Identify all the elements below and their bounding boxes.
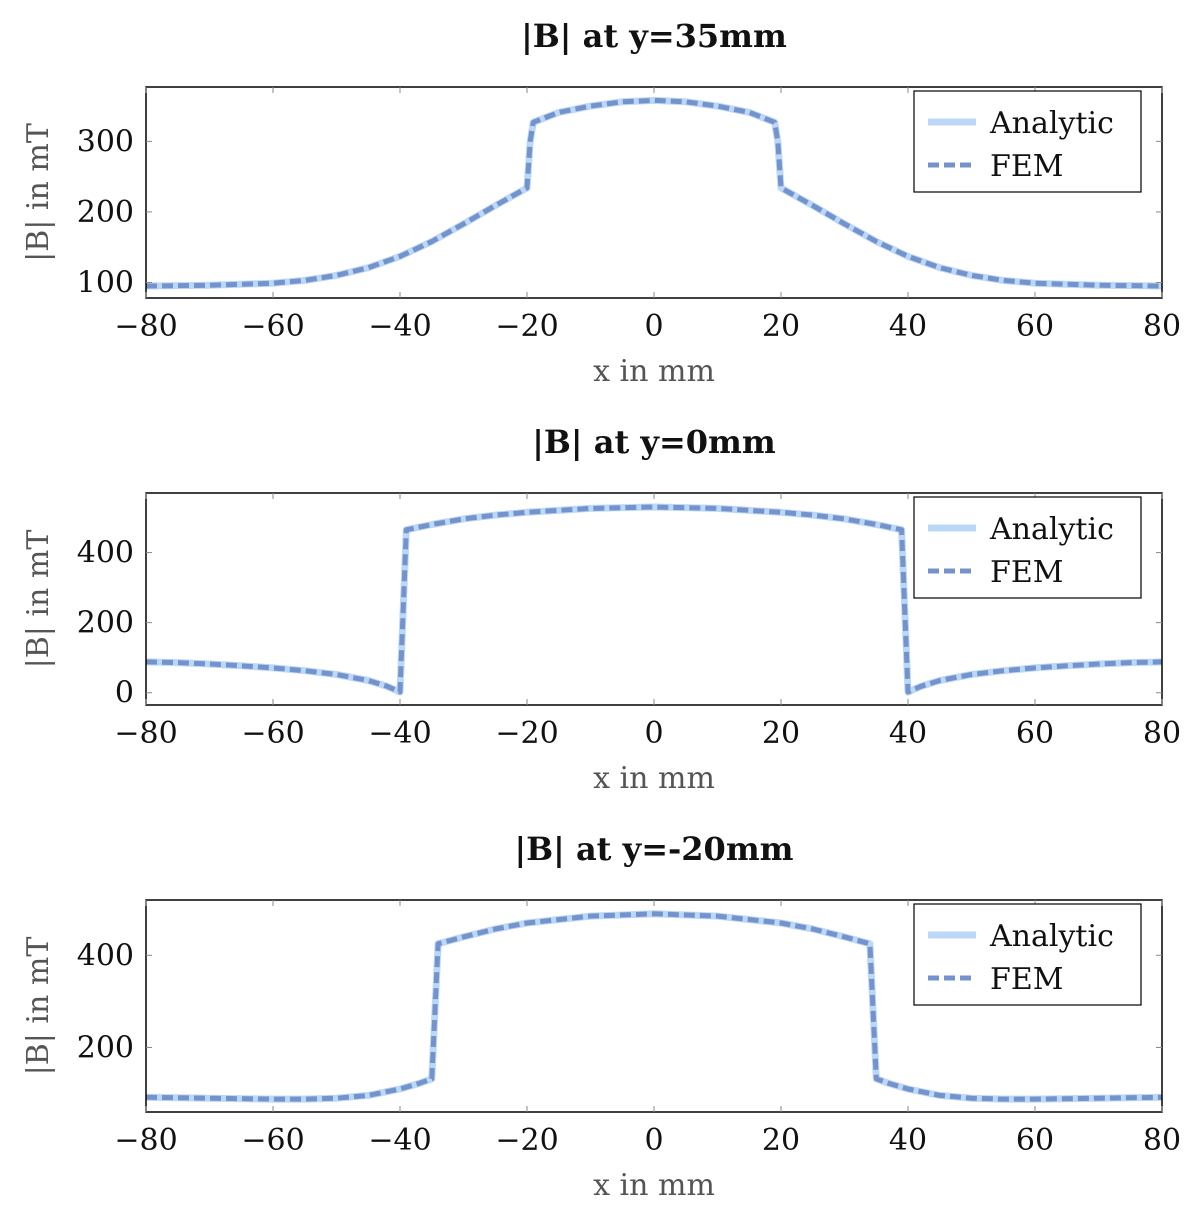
legend-label-analytic: Analytic — [989, 919, 1114, 954]
x-tick-label: 20 — [762, 1123, 800, 1158]
legend-label-analytic: Analytic — [989, 106, 1114, 141]
x-axis-label: x in mm — [593, 761, 715, 796]
legend-label-analytic: Analytic — [989, 512, 1114, 547]
y-tick-label: 200 — [77, 606, 134, 641]
legend-label-fem: FEM — [990, 962, 1063, 997]
y-tick-label: 400 — [77, 938, 134, 973]
y-tick-label: 400 — [77, 536, 134, 571]
legend: Analytic FEM — [913, 903, 1142, 1006]
x-tick-label: 80 — [1143, 309, 1181, 344]
x-tick-label: −60 — [241, 716, 304, 751]
legend: Analytic FEM — [913, 496, 1142, 599]
series-line-fem — [146, 504, 1162, 695]
chart-panel-1: |B| at y=35mm −80 −60 −40 −20 0 20 40 60 80 100 200… — [21, 17, 1181, 389]
x-tick-label: −40 — [368, 716, 431, 751]
x-tick-label: 0 — [644, 1123, 663, 1158]
x-tick-label: −40 — [368, 1123, 431, 1158]
x-tick-label: −40 — [368, 309, 431, 344]
chart-title: |B| at y=0mm — [532, 423, 776, 461]
x-tick-label: −80 — [114, 716, 177, 751]
x-tick-label: 0 — [644, 309, 663, 344]
y-axis-label: |B| in mT — [21, 123, 56, 262]
chart-title: |B| at y=-20mm — [514, 830, 793, 868]
legend: Analytic FEM — [913, 90, 1142, 193]
series-group — [146, 96, 1162, 290]
x-tick-label: 40 — [889, 309, 927, 344]
y-tick-label: 0 — [115, 676, 134, 711]
x-axis-label: x in mm — [593, 1168, 715, 1203]
x-tick-label: −60 — [241, 309, 304, 344]
x-tick-label: 60 — [1016, 716, 1054, 751]
x-tick-label: −20 — [495, 1123, 558, 1158]
chart-panel-2: |B| at y=0mm −80 −60 −40 −20 0 20 40 60 80 0 200 400… — [21, 423, 1181, 796]
chart-panel-3: |B| at y=-20mm −80 −60 −40 −20 0 20 40 60 80 200 40… — [21, 830, 1181, 1203]
x-tick-label: 80 — [1143, 1123, 1181, 1158]
x-tick-label: 40 — [889, 1123, 927, 1158]
legend-label-fem: FEM — [990, 149, 1063, 184]
series-group — [146, 910, 1162, 1103]
x-tick-label: 20 — [762, 309, 800, 344]
y-axis-label: |B| in mT — [21, 530, 56, 669]
x-tick-label: 20 — [762, 716, 800, 751]
series-line-fem — [146, 911, 1162, 1102]
series-line-fem — [146, 97, 1162, 289]
y-tick-label: 300 — [77, 124, 134, 159]
x-tick-label: −20 — [495, 716, 558, 751]
legend-box — [913, 903, 1142, 1006]
x-tick-label: −60 — [241, 1123, 304, 1158]
y-tick-label: 200 — [77, 195, 134, 230]
x-tick-label: 0 — [644, 716, 663, 751]
y-tick-label: 100 — [77, 265, 134, 300]
chart-title: |B| at y=35mm — [521, 17, 787, 55]
y-axis-label: |B| in mT — [21, 937, 56, 1076]
x-axis-label: x in mm — [593, 354, 715, 389]
x-tick-label: −80 — [114, 309, 177, 344]
x-tick-label: −80 — [114, 1123, 177, 1158]
y-tick-label: 200 — [77, 1030, 134, 1065]
x-tick-label: 60 — [1016, 309, 1054, 344]
x-tick-label: −20 — [495, 309, 558, 344]
x-tick-label: 80 — [1143, 716, 1181, 751]
legend-box — [913, 90, 1142, 193]
x-tick-label: 40 — [889, 716, 927, 751]
legend-label-fem: FEM — [990, 555, 1063, 590]
x-tick-label: 60 — [1016, 1123, 1054, 1158]
series-group — [146, 503, 1162, 696]
legend-box — [913, 496, 1142, 599]
